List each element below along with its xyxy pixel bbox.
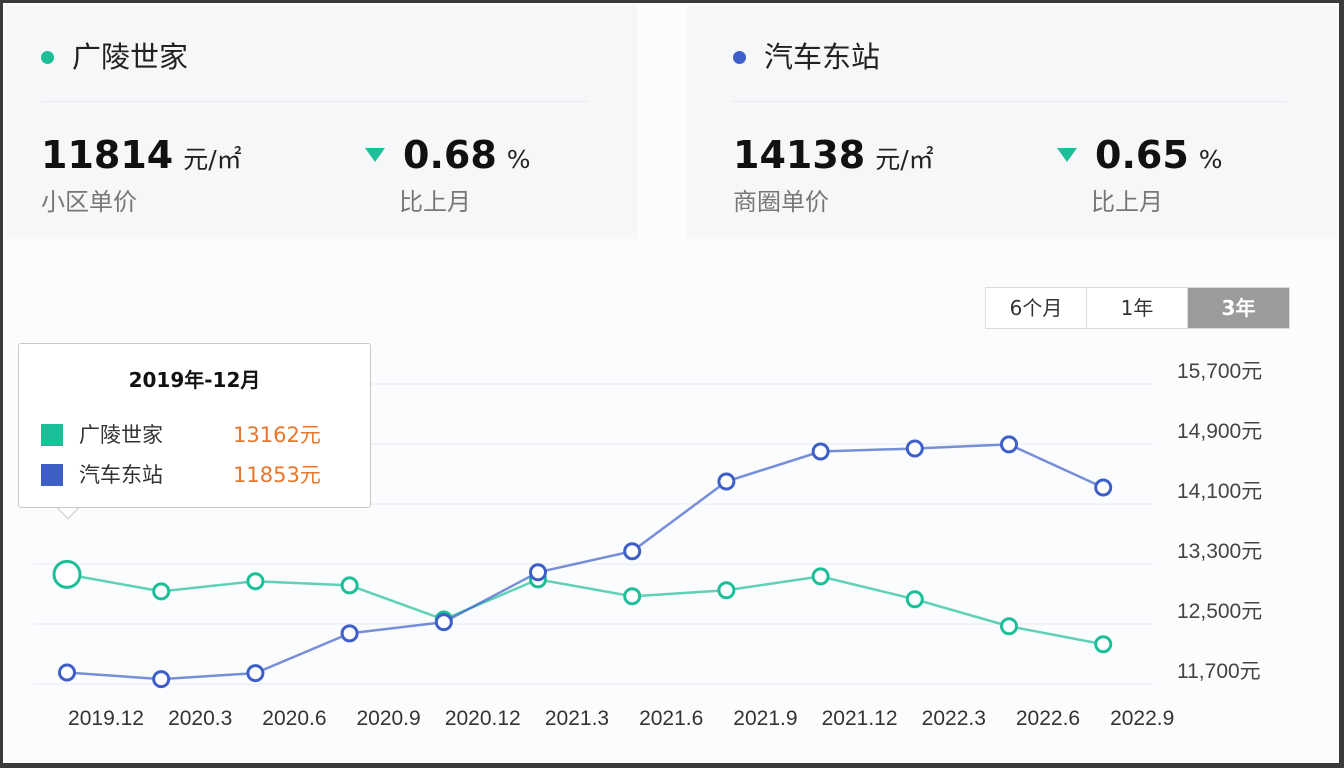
x-tick-label: 2020.3	[168, 707, 232, 730]
tooltip-series-value: 11853元	[233, 463, 321, 487]
change-unit: %	[1198, 145, 1223, 174]
data-point	[1000, 435, 1018, 454]
data-point	[246, 572, 265, 591]
chart-tooltip: 2019年-12月 广陵世家 13162元 汽车东站 11853元	[18, 343, 371, 508]
change-label: 比上月	[399, 188, 471, 216]
card-title: 汽车东站	[764, 40, 881, 74]
data-point	[434, 613, 453, 632]
range-selector: 6个月 1年 3年	[985, 287, 1290, 329]
change-unit: %	[506, 145, 531, 174]
x-tick-label: 2020.9	[356, 707, 420, 730]
down-triangle-icon	[365, 148, 385, 162]
x-tick-label: 2019.12	[68, 707, 144, 730]
x-tick-label: 2022.3	[922, 707, 986, 730]
change-label: 比上月	[1091, 188, 1163, 216]
y-tick-label: 12,500元	[1177, 600, 1262, 623]
data-point	[246, 664, 265, 683]
x-tick-label: 2021.6	[639, 707, 703, 730]
data-point	[811, 442, 830, 461]
data-point	[623, 587, 642, 606]
data-point	[1000, 617, 1018, 636]
price-unit: 元/㎡	[875, 145, 934, 174]
data-point	[340, 624, 359, 643]
tooltip-series-value: 13162元	[233, 423, 321, 447]
range-3-years-button[interactable]: 3年	[1188, 288, 1289, 328]
series-dot-icon	[41, 50, 54, 64]
price-label: 小区单价	[41, 188, 137, 216]
change-value: 0.68	[403, 133, 497, 177]
x-tick-label: 2020.12	[445, 707, 521, 730]
data-point	[1094, 635, 1113, 654]
x-tick-label: 2021.12	[822, 707, 898, 730]
x-tick-label: 2022.6	[1016, 707, 1080, 730]
price-trend-chart: 15,700元 14,900元 14,100元 13,300元 12,500元 11,70…	[33, 360, 1262, 730]
price-comparison-panel: 广陵世家 11814 元/㎡ 小区单价 0.68% 比上月 汽车东站 14138 元…	[3, 3, 1339, 763]
tooltip-series-name: 广陵世家	[79, 423, 163, 447]
y-tick-label: 11,700元	[1177, 660, 1261, 683]
x-tick-label: 2021.3	[545, 707, 609, 730]
legend-swatch-icon	[41, 464, 63, 486]
y-tick-label: 13,300元	[1177, 540, 1262, 563]
x-tick-label: 2021.9	[733, 707, 797, 730]
data-point	[905, 439, 924, 458]
data-point	[811, 567, 830, 586]
series-line	[66, 573, 1104, 646]
y-tick-label: 15,700元	[1177, 360, 1262, 383]
tooltip-title: 2019年-12月	[128, 368, 261, 392]
card-district: 汽车东站 14138 元/㎡ 商圈单价 0.65% 比上月	[687, 5, 1337, 239]
series-dot-icon	[733, 50, 746, 64]
tooltip-series-name: 汽车东站	[79, 463, 163, 487]
data-point	[717, 581, 736, 600]
data-point	[529, 563, 547, 582]
unit-price: 14138	[733, 133, 866, 177]
unit-price: 11814	[41, 133, 174, 177]
change-value: 0.65	[1095, 133, 1189, 177]
x-tick-label: 2020.6	[262, 707, 326, 730]
data-point	[1094, 478, 1113, 497]
price-unit: 元/㎡	[183, 145, 242, 174]
data-point	[623, 542, 642, 561]
card-title: 广陵世家	[72, 40, 189, 74]
price-label: 商圈单价	[733, 188, 829, 216]
range-6-months-button[interactable]: 6个月	[986, 288, 1087, 328]
legend-swatch-icon	[41, 424, 63, 446]
y-tick-label: 14,900元	[1177, 420, 1262, 443]
range-1-year-button[interactable]: 1年	[1087, 288, 1188, 328]
y-tick-label: 14,100元	[1177, 480, 1262, 503]
x-tick-label: 2022.9	[1110, 707, 1174, 730]
data-point	[58, 663, 76, 682]
data-point	[340, 576, 359, 595]
card-community: 广陵世家 11814 元/㎡ 小区单价 0.68% 比上月	[5, 5, 637, 239]
data-point	[52, 559, 82, 589]
down-triangle-icon	[1057, 148, 1077, 162]
data-point	[905, 590, 924, 609]
series-line	[66, 443, 1104, 681]
data-point	[152, 582, 171, 601]
divider	[41, 101, 587, 102]
data-point	[152, 670, 171, 689]
data-point	[717, 472, 736, 491]
divider	[733, 101, 1287, 102]
